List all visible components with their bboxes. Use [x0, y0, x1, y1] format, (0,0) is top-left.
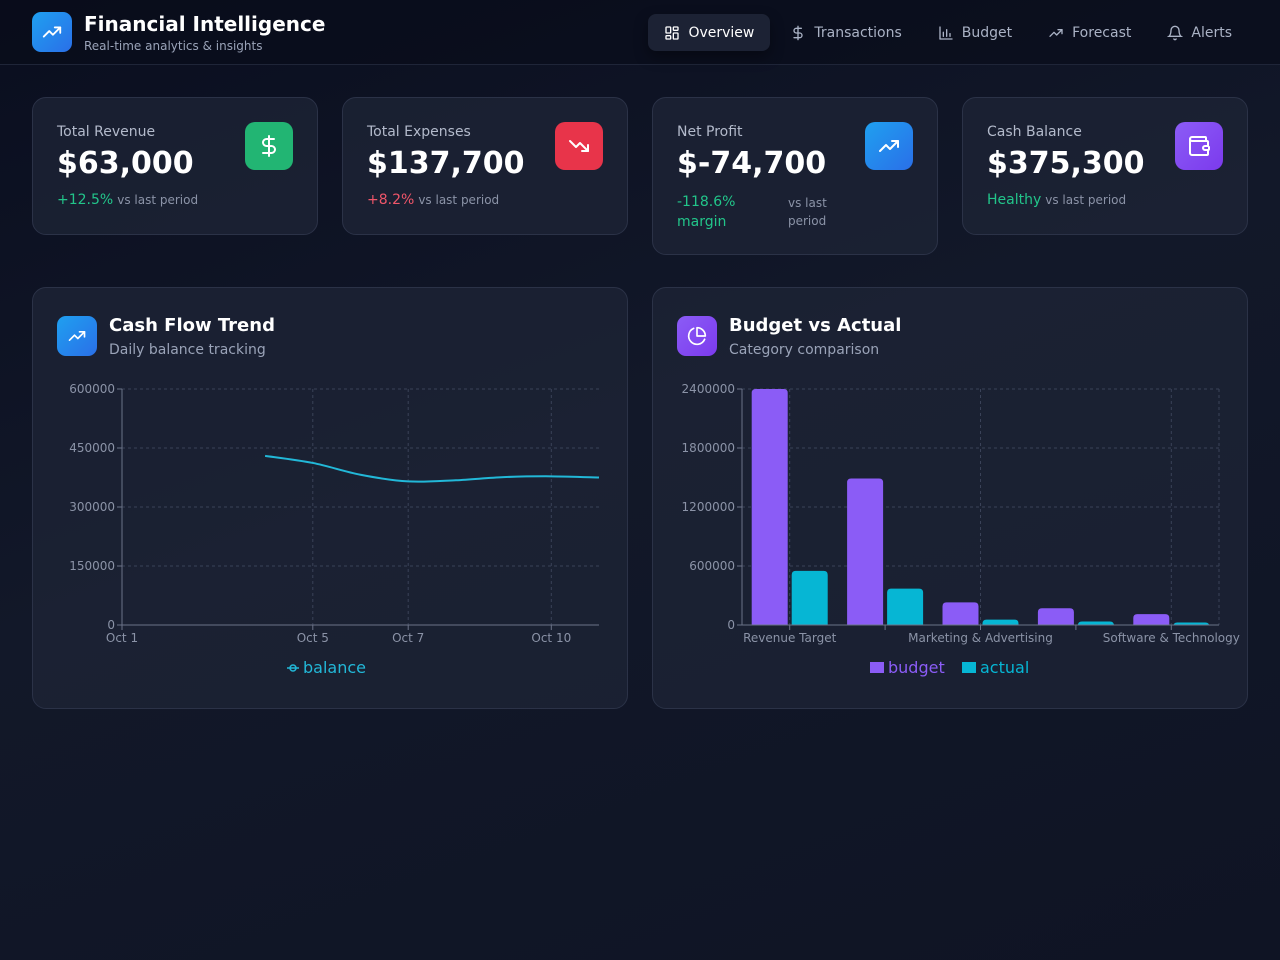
- kpi-value: $137,700: [367, 146, 525, 181]
- kpi-delta-value: +12.5%: [57, 192, 114, 208]
- x-tick-label: Oct 10: [531, 631, 571, 645]
- y-tick-label: 600000: [69, 382, 115, 396]
- bar-budget: [751, 389, 788, 625]
- pie-chart-icon: [687, 326, 707, 346]
- kpi-label: Total Expenses: [367, 124, 471, 140]
- trend-up-icon: [68, 331, 86, 341]
- kpi-label: Total Revenue: [57, 124, 156, 140]
- app-subtitle: Real-time analytics & insights: [84, 39, 263, 53]
- legend-label: budget: [888, 658, 945, 677]
- bar-actual: [887, 588, 924, 625]
- y-tick-label: 0: [727, 618, 735, 632]
- legend-label: actual: [980, 658, 1029, 677]
- app-header: Financial Intelligence Real-time analyti…: [0, 0, 1280, 65]
- kpi-value: $63,000: [57, 146, 194, 181]
- nav-overview[interactable]: Overview: [648, 14, 771, 51]
- y-tick-label: 2400000: [682, 382, 735, 396]
- chart-legend: budget actual: [870, 658, 1029, 677]
- kpi-delta-value: -118.6% margin: [677, 194, 736, 230]
- cashflow-line-chart: 0 150000 300000 450000 600000 Oct 1 Oct 5 Oct 7…: [69, 382, 600, 677]
- y-tick-label: 1800000: [682, 441, 735, 455]
- nav-forecast-label: Forecast: [1072, 24, 1132, 41]
- kpi-icon-badge: [555, 122, 603, 170]
- legend-swatch: [870, 662, 884, 673]
- x-tick-label: Revenue Target: [743, 631, 836, 645]
- kpi-delta-note: vs last period: [418, 193, 500, 207]
- main-nav: Overview Transactions Budget Forecast Al…: [648, 14, 1248, 51]
- kpi-delta: +12.5% vs last period: [57, 192, 198, 208]
- legend-marker: [289, 664, 297, 672]
- kpi-delta-value: Healthy: [987, 192, 1042, 208]
- y-tick-label: 1200000: [682, 500, 735, 514]
- nav-budget[interactable]: Budget: [922, 14, 1028, 51]
- bar-budget: [942, 602, 979, 625]
- nav-alerts[interactable]: Alerts: [1151, 14, 1248, 51]
- bell-icon: [1167, 25, 1184, 40]
- x-tick-label: Marketing & Advertising: [908, 631, 1053, 645]
- trend-up-icon: [42, 26, 62, 38]
- kpi-delta-value: +8.2%: [367, 192, 415, 208]
- panel-subtitle: Category comparison: [729, 342, 880, 358]
- y-tick-label: 300000: [69, 500, 115, 514]
- kpi-delta-note: vs last period: [117, 193, 199, 207]
- x-tick-label: Oct 1: [106, 631, 138, 645]
- kpi-icon-badge: [245, 122, 293, 170]
- nav-transactions[interactable]: Transactions: [774, 14, 917, 51]
- panel-icon-badge: [677, 316, 717, 356]
- kpi-label: Cash Balance: [987, 124, 1082, 140]
- kpi-icon-badge: [865, 122, 913, 170]
- grid-icon: [665, 25, 680, 40]
- wallet-icon: [1189, 136, 1210, 156]
- nav-overview-label: Overview: [688, 24, 755, 41]
- panel-subtitle: Daily balance tracking: [109, 342, 266, 358]
- kpi-delta-note: vs last period: [788, 196, 827, 228]
- bar-budget: [1037, 608, 1074, 625]
- trend-up-icon: [1049, 28, 1063, 37]
- dollar-icon: [793, 25, 804, 40]
- x-tick-label: Software & Technology: [1103, 631, 1240, 645]
- bar-budget: [847, 478, 884, 625]
- nav-transactions-label: Transactions: [814, 24, 902, 41]
- kpi-value: $375,300: [987, 146, 1145, 181]
- bar-budget: [1133, 614, 1170, 625]
- app-title: Financial Intelligence: [84, 12, 326, 36]
- y-tick-label: 150000: [69, 559, 115, 573]
- cashflow-panel: Cash Flow Trend Daily balance tracking 0…: [32, 287, 628, 709]
- kpi-label: Net Profit: [677, 124, 743, 140]
- kpi-card-profit: Net Profit $-74,700 -118.6% margin vs la…: [652, 97, 938, 255]
- panel-icon-badge: [57, 316, 97, 356]
- panel-title: Cash Flow Trend: [109, 315, 275, 336]
- kpi-value: $-74,700: [677, 146, 827, 181]
- kpi-delta: Healthy vs last period: [987, 192, 1126, 208]
- kpi-card-cash: Cash Balance $375,300 Healthy vs last per…: [962, 97, 1248, 235]
- budget-panel: Budget vs Actual Category comparison 0 60…: [652, 287, 1248, 709]
- trend-down-icon: [569, 140, 589, 152]
- nav-alerts-label: Alerts: [1191, 24, 1232, 41]
- kpi-card-revenue: Total Revenue $63,000 +12.5% vs last peri…: [32, 97, 318, 235]
- x-tick-label: Oct 7: [392, 631, 424, 645]
- kpi-delta: +8.2% vs last period: [367, 192, 499, 208]
- kpi-icon-badge: [1175, 122, 1223, 170]
- legend-swatch: [962, 662, 976, 673]
- kpi-card-expenses: Total Expenses $137,700 +8.2% vs last per…: [342, 97, 628, 235]
- bar-actual: [982, 619, 1019, 625]
- y-tick-label: 0: [107, 618, 115, 632]
- dollar-icon: [262, 135, 276, 157]
- kpi-delta-note: vs last period: [1045, 193, 1127, 207]
- x-tick-label: Oct 5: [297, 631, 329, 645]
- trend-up-icon: [879, 140, 899, 152]
- bar-chart-icon: [939, 25, 953, 40]
- y-tick-label: 600000: [689, 559, 735, 573]
- y-tick-label: 450000: [69, 441, 115, 455]
- app-logo: [32, 12, 72, 52]
- budget-bar-chart: 0 600000 1200000 1800000 2400000 Revenue Targ…: [682, 382, 1240, 677]
- nav-budget-label: Budget: [961, 24, 1013, 41]
- series-line-balance: [264, 454, 600, 483]
- legend-label: balance: [303, 658, 366, 677]
- panel-title: Budget vs Actual: [729, 315, 902, 336]
- chart-legend: balance: [287, 658, 366, 677]
- bar-actual: [791, 570, 828, 625]
- nav-forecast[interactable]: Forecast: [1032, 14, 1147, 51]
